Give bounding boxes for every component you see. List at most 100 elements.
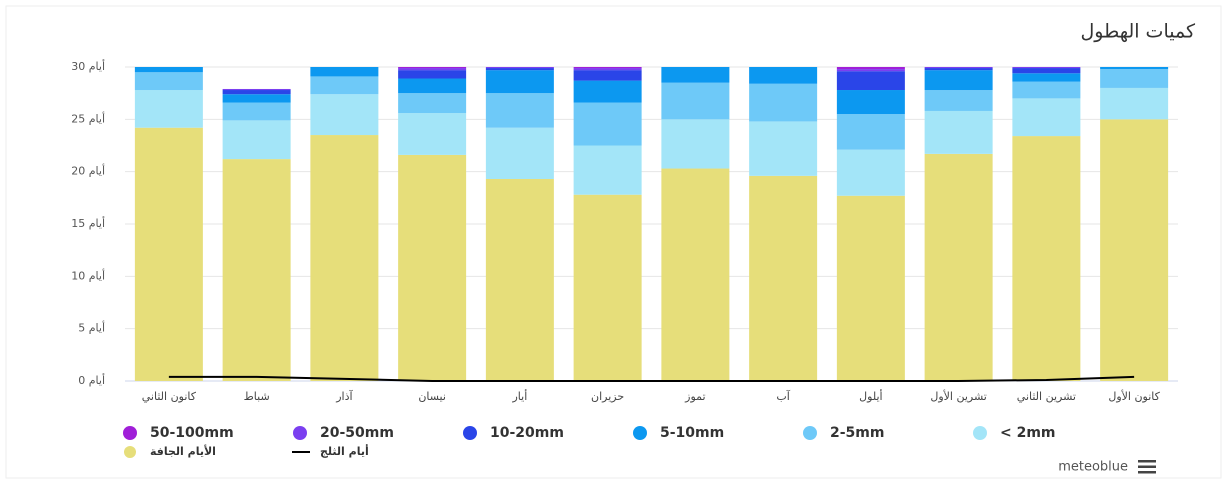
- bar-segment: [573, 68, 642, 71]
- bar-segment: [836, 67, 905, 70]
- bar-segment: [1012, 73, 1081, 82]
- bar-segment: [134, 67, 203, 73]
- bar-segment: [1100, 69, 1169, 88]
- x-tick-label: تشرين الثاني: [1017, 390, 1076, 403]
- snow-line: [168, 375, 1135, 382]
- chart-title: كميات الهطول: [1080, 21, 1195, 43]
- bar-segment: [398, 93, 467, 114]
- legend-label: 20-50mm: [320, 425, 394, 441]
- bar-segment: [1012, 67, 1081, 69]
- bar-segment: [749, 121, 818, 176]
- y-tick-label: أيام 25: [71, 111, 105, 125]
- menu-bar[interactable]: [1138, 465, 1156, 469]
- bar-segment: [836, 69, 905, 72]
- bar-segment: [1012, 81, 1081, 99]
- bar-segment: [573, 67, 642, 69]
- bar-segment: [1100, 87, 1169, 120]
- y-tick-label: أيام 20: [71, 164, 105, 178]
- bar-segment: [485, 70, 554, 94]
- legend-symbol: [124, 446, 136, 458]
- bar-segment: [222, 94, 291, 103]
- bar-segment: [222, 88, 291, 91]
- bar-segment: [485, 93, 554, 128]
- bar-segment: [310, 76, 379, 95]
- legend-symbol: [633, 426, 647, 440]
- x-tick-label: شباط: [244, 390, 270, 403]
- bar-segment: [398, 78, 467, 94]
- bar-segment: [924, 68, 993, 71]
- bar-segment: [222, 90, 291, 95]
- bar-segment: [398, 70, 467, 79]
- x-tick-label: أيلول: [859, 389, 882, 403]
- y-tick-label: أيام 0: [78, 373, 105, 387]
- bar-segment: [573, 80, 642, 103]
- bar-segment: [222, 120, 291, 160]
- x-tick-label: كانون الأول: [1108, 389, 1160, 403]
- bar-segment: [134, 127, 203, 381]
- bar-segment: [924, 90, 993, 111]
- bar-segment: [222, 102, 291, 121]
- menu-bar[interactable]: [1138, 471, 1156, 474]
- legend-symbol: [463, 426, 477, 440]
- bar-segment: [749, 67, 818, 84]
- legend-symbol: [123, 426, 137, 440]
- legend-label: الأيام الجافة: [150, 444, 216, 458]
- bar-segment: [485, 178, 554, 381]
- bar-segment: [749, 83, 818, 122]
- bar-segment: [573, 194, 642, 381]
- legend-symbol: [803, 426, 817, 440]
- bar-segment: [836, 149, 905, 196]
- legend-label: 10-20mm: [490, 425, 564, 441]
- legend-label: 2-5mm: [830, 425, 884, 441]
- legend-label: 5-10mm: [660, 425, 724, 441]
- y-tick-label: أيام 30: [71, 59, 105, 73]
- menu-bar[interactable]: [1138, 460, 1156, 463]
- bar-segment: [836, 71, 905, 91]
- x-tick-label: كانون الثاني: [142, 390, 197, 403]
- bar-segment: [485, 67, 554, 69]
- legend-label: < 2mm: [1000, 425, 1056, 441]
- bar-segment: [310, 94, 379, 136]
- bar-segment: [924, 153, 993, 381]
- legend-label: أيام الثلج: [320, 444, 369, 458]
- bar-segment: [924, 110, 993, 154]
- bar-segment: [836, 195, 905, 381]
- bar-segment: [222, 159, 291, 381]
- x-tick-label: نيسان: [418, 390, 446, 403]
- x-tick-label: حزيران: [591, 390, 624, 403]
- legend-symbol: [973, 426, 987, 440]
- bar-segment: [1012, 68, 1081, 74]
- bar-segment: [310, 135, 379, 381]
- bar-segment: [485, 68, 554, 71]
- bar-segment: [661, 67, 730, 83]
- bar-segment: [749, 175, 818, 381]
- bar-segment: [134, 72, 203, 91]
- bar-segment: [134, 90, 203, 128]
- bar-segment: [398, 68, 467, 71]
- menu-icon[interactable]: [1138, 460, 1156, 474]
- x-tick-label: آب: [776, 389, 790, 403]
- legend-label: 50-100mm: [150, 425, 234, 441]
- y-tick-label: أيام 15: [71, 216, 105, 230]
- bar-segment: [1100, 119, 1169, 381]
- bar-segment: [661, 82, 730, 120]
- bar-segment: [398, 154, 467, 381]
- bar-segment: [661, 119, 730, 169]
- bar-segment: [836, 90, 905, 115]
- bar-segment: [836, 114, 905, 150]
- bar-segment: [661, 168, 730, 381]
- x-tick-label: تموز: [684, 390, 705, 403]
- legend-symbol: [293, 426, 307, 440]
- bar-segment: [924, 67, 993, 69]
- bar-segment: [398, 113, 467, 155]
- bar-segment: [573, 145, 642, 195]
- bar-segment: [924, 70, 993, 91]
- bar-segment: [1100, 67, 1169, 70]
- y-tick-label: أيام 10: [71, 268, 105, 282]
- bar-segment: [485, 127, 554, 179]
- bar-segment: [1012, 98, 1081, 137]
- y-tick-label: أيام 5: [78, 321, 105, 335]
- brand: meteoblue: [1058, 460, 1128, 475]
- x-tick-label: آذار: [335, 389, 353, 403]
